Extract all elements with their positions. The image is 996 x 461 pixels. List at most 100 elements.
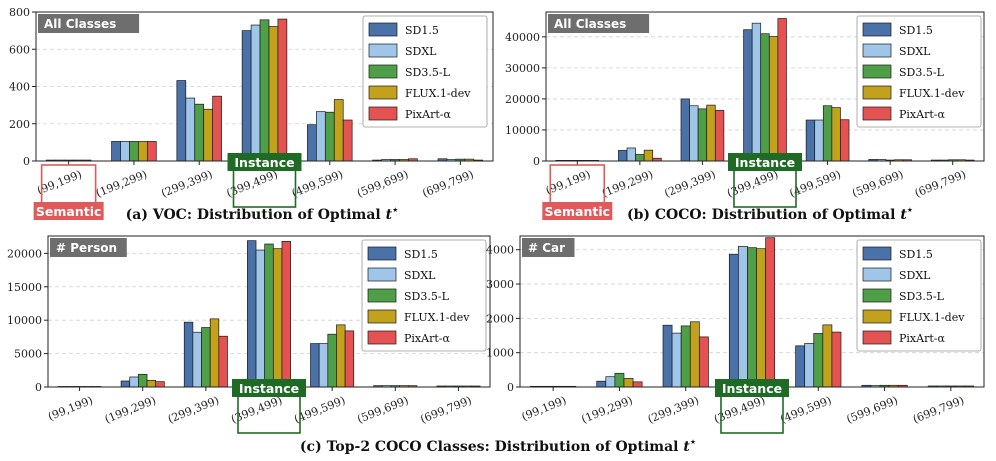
y-tick-label: 30000: [505, 62, 540, 75]
bar-pixart--2: [632, 381, 643, 388]
legend-label: PixArt-α: [899, 108, 945, 121]
x-tick-label: (699,799): [913, 168, 968, 200]
x-tick-label: (99,199): [35, 168, 84, 198]
y-tick-label: 10000: [7, 314, 42, 327]
legend-swatch: [862, 22, 892, 37]
bar-pixart--4: [765, 237, 776, 388]
legend-label: SDXL: [899, 269, 931, 282]
semantic-tag: [542, 202, 613, 220]
legend-swatch: [368, 64, 398, 79]
legend-label: FLUX.1-dev: [405, 87, 471, 100]
x-tick-label: (199,299): [600, 168, 655, 200]
chart-panel-2: 0 10000 20000 30000 40000 (99,199) (199,299) (2…: [505, 11, 985, 220]
bar-sdxl-2: [129, 376, 139, 388]
instance-tag: [227, 153, 302, 171]
bar-sd1-5-5: [310, 343, 320, 388]
bar-sd3-5-l-5: [822, 105, 833, 162]
chart-panel-3: 0 5000 10000 15000 20000 (99,199) (199,299) (29…: [7, 235, 491, 434]
caption-a-symbol: t: [386, 207, 393, 223]
legend-label: SD1.5: [404, 248, 438, 261]
caption-b-symbol-sup: ⋆: [907, 205, 913, 216]
bar-sd1-5-3: [176, 80, 187, 162]
bar-sdxl-3: [185, 97, 196, 162]
bar-sd3-5-l-2: [614, 372, 625, 388]
y-tick-label: 0: [23, 155, 30, 168]
semantic-tag-label: Semantic: [36, 204, 102, 219]
legend-swatch: [368, 22, 398, 37]
bar-sd3-5-l-2: [635, 154, 645, 162]
bar-sdxl-4: [255, 249, 266, 388]
bar-sdxl-3: [671, 332, 682, 388]
caption-a-symbol-sup: ⋆: [392, 205, 398, 216]
bar-sd1-5-3: [183, 321, 194, 388]
y-tick-label: 10000: [505, 124, 540, 137]
legend-swatch: [368, 106, 398, 121]
y-tick-label: 800: [9, 6, 30, 19]
caption-c-text: (c) Top-2 COCO Classes: Distribution of …: [300, 439, 683, 455]
panel-badge: [50, 238, 127, 257]
panel-badge-label: All Classes: [554, 17, 626, 31]
legend-swatch: [862, 288, 892, 303]
legend: SD1.5 SDXL SD3.5-L FLUX.1-dev PixArt-α: [856, 15, 982, 128]
instance-tag-label: Instance: [722, 381, 782, 396]
legend-swatch: [367, 246, 397, 261]
semantic-tag-label: Semantic: [545, 204, 611, 219]
x-tick-label: (299,399): [646, 394, 701, 426]
legend-swatch: [367, 288, 397, 303]
bar-sd3-5-l-3: [201, 327, 211, 388]
y-tick-label: 20000: [7, 247, 42, 260]
bar-flux-1-dev-4: [268, 26, 279, 162]
panel-badge: [38, 14, 140, 33]
instance-tag-label: Instance: [234, 155, 294, 170]
legend-label: SD1.5: [899, 248, 933, 261]
caption-a: (a) VOC: Distribution of Optimal t⋆: [126, 205, 399, 223]
y-tick-label: 0: [533, 155, 540, 168]
legend-swatch: [368, 85, 398, 100]
legend-label: FLUX.1-dev: [899, 311, 965, 324]
bar-sd1-5-3: [662, 324, 673, 388]
legend-label: PixArt-α: [405, 108, 451, 121]
bar-sd1-5-2: [596, 380, 607, 388]
legend-label: FLUX.1-dev: [899, 87, 965, 100]
x-tick-label: (599,699): [355, 394, 410, 426]
y-tick-label: 0: [35, 381, 42, 394]
bar-sd1-5-5: [805, 119, 816, 162]
bar-pixart--3: [218, 335, 228, 388]
y-tick-label: 5000: [14, 348, 42, 361]
legend-label: SD3.5-L: [405, 66, 451, 79]
y-tick-label: 2000: [486, 312, 514, 325]
y-tick-label: 4000: [486, 244, 514, 257]
chart-panel-4: 0 1000 2000 3000 4000 (99,199) (199,299) (299,3…: [486, 235, 985, 434]
y-tick-label: 0: [507, 381, 514, 394]
bar-flux-1-dev-5: [822, 324, 833, 388]
bar-flux-1-dev-3: [689, 321, 700, 388]
bar-sdxl-2: [626, 147, 636, 162]
x-tick-label: (699,799): [420, 168, 475, 200]
bar-pixart--2: [146, 141, 157, 162]
bar-sd1-5-2: [120, 380, 131, 388]
legend-swatch: [367, 330, 397, 345]
bar-pixart--3: [698, 336, 709, 388]
y-tick-label: 600: [9, 43, 30, 56]
bar-sd1-5-4: [247, 240, 257, 388]
bar-sd1-5-2: [618, 150, 628, 162]
bar-sdxl-5: [316, 111, 326, 162]
instance-tag-label: Instance: [735, 155, 795, 170]
caption-c-symbol: t: [683, 439, 690, 455]
y-tick-label: 40000: [505, 31, 540, 44]
y-tick-label: 400: [9, 81, 30, 94]
panel-badge: [522, 238, 575, 257]
y-tick-label: 3000: [486, 278, 514, 291]
semantic-tag: [33, 202, 104, 220]
instance-tag: [232, 379, 306, 397]
panel-badge: [548, 14, 650, 33]
legend-swatch: [367, 267, 397, 282]
legend: SD1.5 SDXL SD3.5-L FLUX.1-dev PixArt-α: [361, 239, 487, 352]
bar-sd1-5-4: [728, 253, 739, 388]
bar-sdxl-3: [689, 105, 699, 162]
instance-tag-label: Instance: [239, 381, 299, 396]
instance-tag: [715, 379, 789, 397]
legend-label: PixArt-α: [899, 332, 945, 345]
bar-flux-1-dev-2: [623, 378, 634, 388]
legend-swatch: [862, 330, 892, 345]
